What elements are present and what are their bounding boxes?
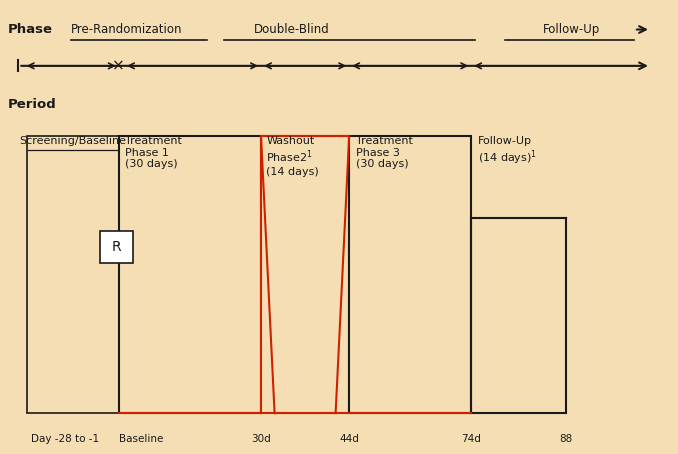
Text: Phase: Phase <box>8 23 53 36</box>
Text: 44d: 44d <box>339 434 359 444</box>
Text: 74d: 74d <box>461 434 481 444</box>
Text: 88: 88 <box>559 434 573 444</box>
Text: Follow-Up
(14 days)$^1$: Follow-Up (14 days)$^1$ <box>478 136 537 168</box>
Text: Double-Blind: Double-Blind <box>254 23 330 36</box>
Text: Follow-Up: Follow-Up <box>542 23 599 36</box>
Text: Period: Period <box>8 98 57 111</box>
Text: Pre-Randomization: Pre-Randomization <box>71 23 182 36</box>
Text: 30d: 30d <box>251 434 271 444</box>
Text: Screening/Baseline: Screening/Baseline <box>20 136 127 146</box>
Text: Day -28 to -1: Day -28 to -1 <box>31 434 98 444</box>
Text: Treatment
Phase 3
(30 days): Treatment Phase 3 (30 days) <box>356 136 413 169</box>
Text: ×: × <box>113 58 125 74</box>
Text: Treatment
Phase 1
(30 days): Treatment Phase 1 (30 days) <box>125 136 182 169</box>
Bar <box>261 136 349 413</box>
Bar <box>349 136 471 413</box>
Text: R: R <box>112 240 121 254</box>
Bar <box>119 136 261 413</box>
Text: Baseline: Baseline <box>119 434 163 444</box>
Bar <box>100 231 133 263</box>
Bar <box>27 136 119 413</box>
Text: Washout
Phase2$^1$
(14 days): Washout Phase2$^1$ (14 days) <box>266 136 319 177</box>
